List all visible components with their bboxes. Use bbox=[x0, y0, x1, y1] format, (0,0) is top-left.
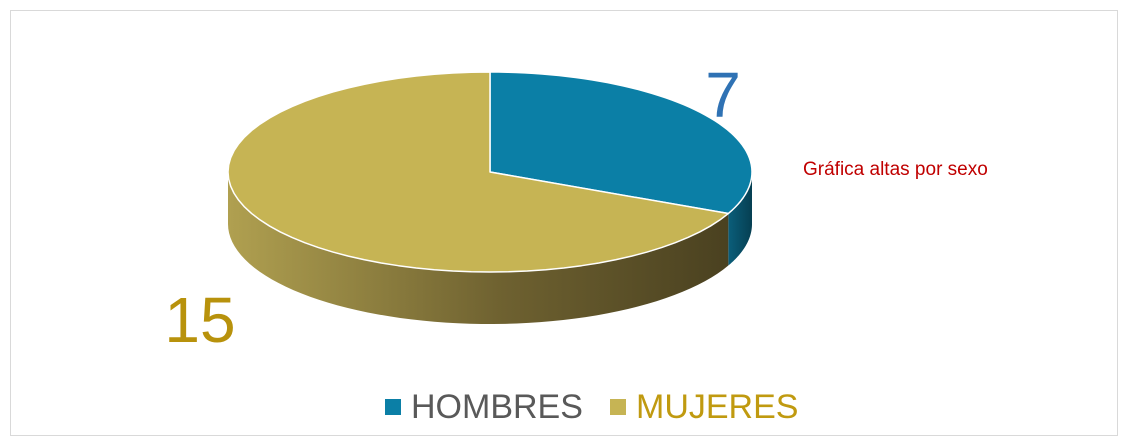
legend-label: HOMBRES bbox=[411, 388, 583, 426]
legend-swatch bbox=[385, 399, 401, 415]
data-label: 7 bbox=[705, 59, 741, 131]
data-label: 15 bbox=[164, 284, 235, 356]
pie-slice bbox=[227, 71, 730, 273]
legend-label: MUJERES bbox=[636, 388, 798, 426]
slice-side bbox=[228, 172, 729, 324]
legend-swatch bbox=[610, 399, 626, 415]
pie-slice bbox=[489, 71, 753, 215]
chart-title: Gráfica altas por sexo bbox=[803, 159, 988, 180]
slice-side bbox=[728, 172, 752, 266]
